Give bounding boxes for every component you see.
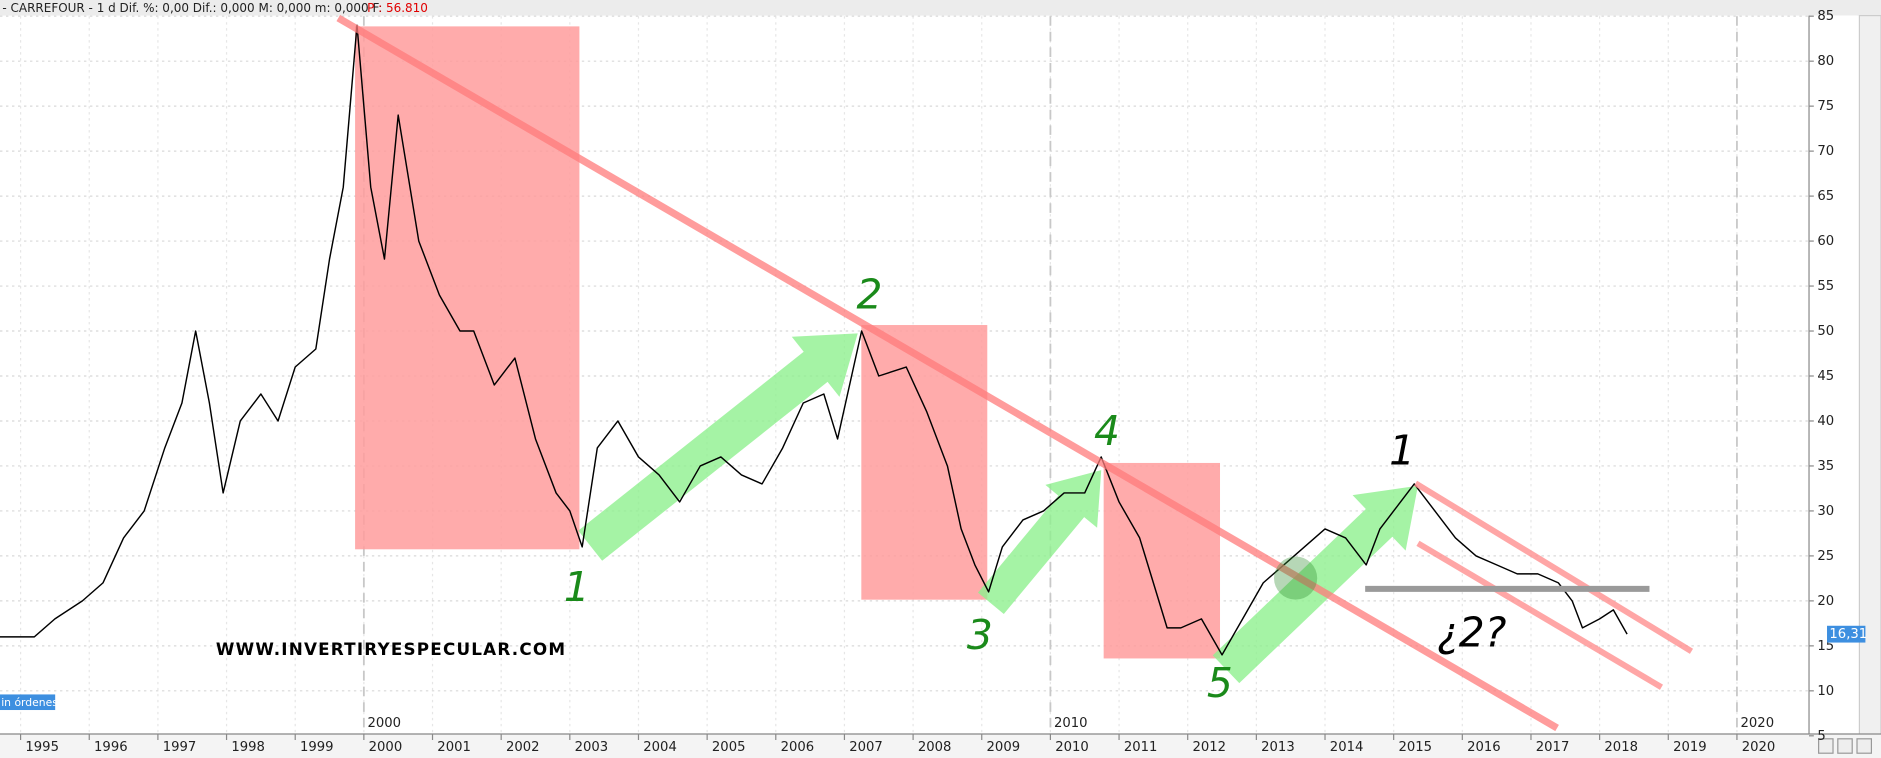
x-tick-label: 1998: [231, 740, 265, 755]
red-box: [355, 26, 580, 550]
decade-label: 2000: [367, 716, 401, 731]
x-tick-label: 1996: [94, 740, 128, 755]
y-tick-label: 30: [1817, 504, 1834, 519]
x-tick-label: 2020: [1742, 740, 1776, 755]
annotation: 5: [1207, 659, 1233, 707]
trend-line: [336, 14, 1559, 732]
x-tick-label: 2014: [1330, 740, 1364, 755]
y-tick-label: 45: [1817, 369, 1834, 384]
x-tick-label: 2000: [369, 740, 403, 755]
x-tick-label: 1997: [163, 740, 197, 755]
annotation: 2: [857, 270, 883, 318]
status-label: in órdenes: [1, 696, 58, 709]
annotation: 1: [564, 563, 590, 611]
button[interactable]: [1856, 738, 1873, 754]
last-price-label: 16,31: [1829, 627, 1867, 642]
x-tick-label: 2002: [506, 740, 540, 755]
y-tick-label: 80: [1817, 54, 1834, 69]
red-box: [861, 325, 988, 600]
decade-label: 2010: [1054, 716, 1088, 731]
x-tick-label: 2010: [1055, 740, 1089, 755]
decade-label: 2020: [1741, 716, 1775, 731]
y-tick-label: 35: [1817, 459, 1834, 474]
annotation: 1: [1389, 426, 1415, 474]
y-tick-label: 50: [1817, 324, 1834, 339]
x-tick-label: 2005: [712, 740, 746, 755]
x-tick-label: 2015: [1398, 740, 1432, 755]
x-tick-label: 2018: [1604, 740, 1638, 755]
y-tick-label: 5: [1817, 729, 1825, 744]
annotation: 3: [967, 611, 993, 659]
highlight-circle: [1273, 556, 1318, 600]
x-tick-label: 2011: [1124, 740, 1158, 755]
x-tick-label: 2006: [781, 740, 815, 755]
x-axis-strip: [0, 734, 1881, 758]
header: - CARREFOUR - 1 d Dif. %: 0,00 Dif.: 0,0…: [2, 1, 382, 15]
x-tick-label: 2016: [1467, 740, 1501, 755]
x-tick-label: 2013: [1261, 740, 1295, 755]
x-tick-label: 2007: [849, 740, 883, 755]
watermark: WWW.INVERTIRYESPECULAR.COM: [216, 639, 566, 659]
y-axis-strip: [1809, 15, 1858, 735]
y-tick-label: 15: [1817, 639, 1834, 654]
x-tick-label: 2008: [918, 740, 952, 755]
y-tick-label: 75: [1817, 99, 1834, 114]
y-tick-label: 85: [1817, 9, 1834, 24]
y-tick-label: 10: [1817, 684, 1834, 699]
channel-line: [1416, 540, 1663, 690]
header-price: P : 56.810: [367, 1, 428, 15]
x-tick-label: 2017: [1536, 740, 1570, 755]
y-tick-label: 65: [1817, 189, 1834, 204]
x-tick-label: 2019: [1673, 740, 1707, 755]
last-price-box: [1827, 625, 1866, 643]
red-box: [1103, 462, 1221, 659]
green-arrow: [977, 470, 1102, 614]
y-tick-label: 60: [1817, 234, 1834, 249]
header-bar: [0, 0, 1881, 16]
y-tick-label: 40: [1817, 414, 1834, 429]
button[interactable]: [1818, 738, 1834, 754]
y-tick-label: 25: [1817, 549, 1834, 564]
x-tick-label: 2009: [987, 740, 1021, 755]
overlay-layer: [336, 14, 1694, 732]
annotations-layer: [355, 26, 1221, 659]
annotation: ¿2?: [1437, 609, 1506, 657]
x-tick-label: 2004: [643, 740, 677, 755]
y-tick-label: 20: [1817, 594, 1834, 609]
x-tick-label: 1995: [25, 740, 59, 755]
green-arrow: [578, 333, 858, 561]
x-tick-label: 1999: [300, 740, 334, 755]
y-tick-label: 55: [1817, 279, 1834, 294]
x-tick-label: 2003: [575, 740, 609, 755]
annotation: 4: [1094, 407, 1120, 455]
button[interactable]: [1837, 738, 1853, 754]
price-line: [0, 24, 1628, 656]
x-tick-label: 2001: [437, 740, 471, 755]
y-tick-label: 70: [1817, 144, 1834, 159]
channel-line: [1413, 480, 1694, 654]
x-tick-label: 2012: [1193, 740, 1227, 755]
status-box: [0, 694, 56, 711]
